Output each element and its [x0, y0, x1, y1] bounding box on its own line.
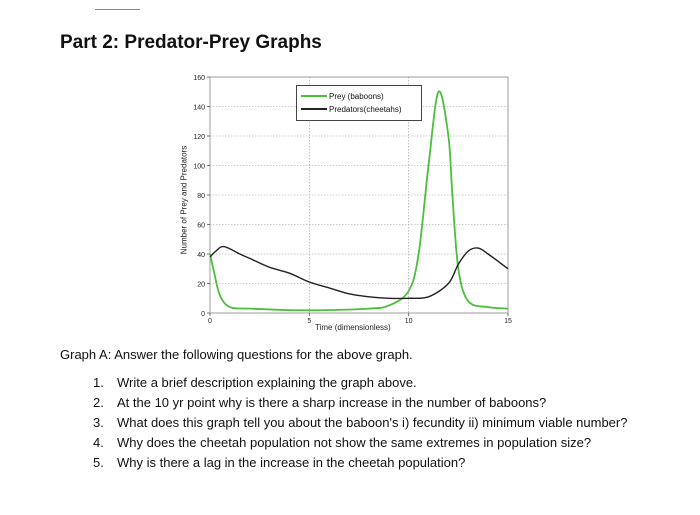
- legend-label-prey: Prey (baboons): [329, 91, 384, 101]
- y-tick-label: 0: [201, 311, 205, 318]
- series-line-predators: [209, 245, 509, 300]
- y-tick-label: 40: [197, 252, 205, 259]
- x-tick-label: 5: [307, 318, 311, 325]
- x-tick-label: 0: [208, 318, 212, 325]
- question-item: 1. Write a brief description explaining t…: [93, 375, 417, 390]
- y-tick-label: 160: [193, 75, 205, 82]
- legend-label-predators: Predators(cheetahs): [329, 104, 402, 114]
- page-title: Part 2: Predator-Prey Graphs: [60, 32, 322, 53]
- x-axis-label: Time (dimensionless): [315, 323, 391, 332]
- y-tick-label: 120: [193, 134, 205, 141]
- chart-legend: Prey (baboons) Predators(cheetahs): [296, 85, 422, 121]
- questions-heading: Graph A: Answer the following questions …: [60, 347, 413, 362]
- y-tick-label: 100: [193, 164, 205, 171]
- y-tick-label: 60: [197, 223, 205, 230]
- y-tick-label: 80: [197, 193, 205, 200]
- legend-entry-predators: Predators(cheetahs): [301, 103, 401, 115]
- x-tick-label: 10: [405, 318, 413, 325]
- legend-swatch-predators: [301, 108, 327, 110]
- x-tick-label: 15: [504, 318, 512, 325]
- question-item: 4. Why does the cheetah population not sh…: [93, 435, 592, 450]
- question-item: 3. What does this graph tell you about th…: [93, 415, 628, 430]
- y-tick-label: 140: [193, 105, 205, 112]
- question-item: 5. Why is there a lag in the increase in …: [93, 455, 466, 470]
- legend-swatch-prey: [301, 95, 327, 97]
- question-list: 1. Write a brief description explaining t…: [93, 373, 638, 473]
- series-line-prey: [209, 90, 509, 312]
- top-divider: [95, 9, 140, 10]
- question-item: 2. At the 10 yr point why is there a shar…: [93, 395, 547, 410]
- y-tick-label: 20: [197, 282, 205, 289]
- y-axis-label: Number of Prey and Predators: [179, 145, 189, 255]
- legend-entry-prey: Prey (baboons): [301, 90, 384, 102]
